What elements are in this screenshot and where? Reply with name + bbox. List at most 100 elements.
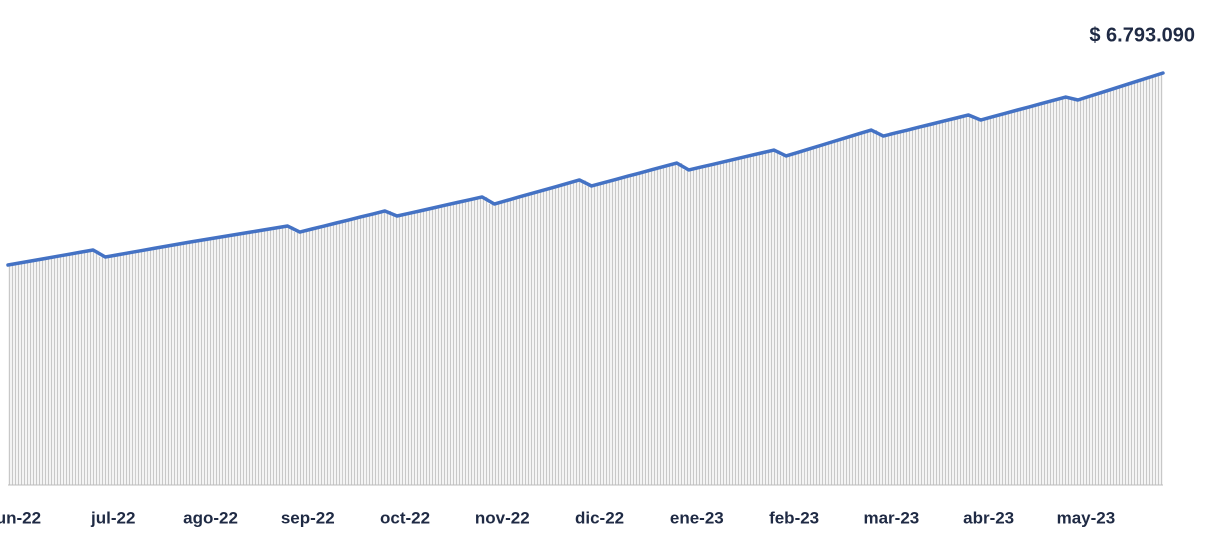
series-line: [6, 71, 1165, 267]
area-column: [111, 254, 124, 485]
area-column: [232, 234, 246, 485]
area-column: [451, 202, 464, 485]
area-column: [621, 176, 635, 485]
area-column: [257, 230, 270, 485]
area-column: [646, 169, 659, 485]
area-column: [1108, 88, 1121, 485]
area-column: [427, 207, 440, 486]
x-tick-label: may-23: [1057, 508, 1116, 527]
area-column: [50, 256, 63, 485]
area-column: [269, 228, 282, 485]
area-column: [1059, 97, 1072, 486]
area-column: [415, 210, 428, 486]
area-column: [318, 226, 331, 485]
area-column: [147, 248, 160, 485]
area-column: [755, 152, 768, 485]
area-column: [1156, 73, 1163, 485]
area-column: [694, 167, 708, 485]
area-column: [14, 262, 27, 485]
area-column: [731, 158, 744, 486]
x-tick-label: dic-22: [575, 508, 624, 527]
area-column: [390, 216, 404, 486]
area-column: [38, 258, 51, 485]
area-column: [342, 220, 355, 485]
area-column: [26, 260, 39, 485]
area-column: [816, 144, 829, 485]
area-column: [804, 148, 817, 485]
area-column: [1120, 84, 1133, 485]
area-column: [950, 118, 963, 485]
area-column: [901, 130, 914, 485]
area-column: [840, 137, 853, 485]
area-column: [1083, 96, 1097, 485]
area-column: [536, 190, 550, 485]
area-column: [500, 200, 513, 485]
area-column: [159, 246, 173, 485]
area-column: [634, 172, 647, 485]
area-column: [1011, 110, 1024, 486]
area-column: [305, 228, 319, 485]
x-tick-label: mar-23: [863, 508, 919, 527]
area-column: [8, 265, 15, 485]
area-column: [549, 186, 562, 485]
area-column: [74, 252, 88, 485]
area-column: [245, 232, 258, 485]
area-column: [439, 205, 452, 485]
area-column: [719, 161, 732, 485]
area-column: [767, 150, 781, 485]
area-column: [512, 197, 525, 485]
area-column: [354, 216, 367, 486]
area-column: [281, 226, 294, 485]
area-column: [1035, 103, 1048, 485]
area-column: [780, 155, 793, 485]
area-column: [524, 193, 537, 486]
x-tick-label: ene-23: [670, 508, 724, 527]
area-column: [196, 239, 209, 485]
area-column: [476, 196, 489, 485]
area-column: [87, 249, 100, 485]
area-column: [1047, 100, 1060, 485]
area-column: [378, 210, 391, 486]
area-column: [573, 179, 586, 485]
area-column: [561, 183, 574, 485]
area-column: [743, 155, 756, 485]
area-column: [792, 152, 805, 485]
area-column: [828, 141, 841, 485]
area-column: [670, 163, 683, 485]
x-tick-label: nov-22: [475, 508, 530, 527]
area-column: [962, 114, 975, 486]
area-column: [658, 166, 671, 485]
value-annotation: $ 6.793.090: [1089, 24, 1195, 46]
area-column: [974, 120, 987, 486]
area-column: [585, 185, 598, 485]
area-column: [220, 235, 233, 485]
area-column: [682, 169, 695, 485]
area-column: [1071, 99, 1084, 485]
area-column: [938, 120, 951, 486]
area-column: [597, 182, 610, 485]
x-tick-label: jun-22: [0, 508, 41, 527]
area-column: [986, 116, 999, 485]
area-column: [293, 232, 306, 485]
area-column: [123, 252, 136, 485]
area-column: [330, 222, 343, 485]
area-column: [609, 179, 622, 486]
area-column: [998, 113, 1012, 486]
area-column: [99, 257, 112, 485]
area-column: [62, 254, 75, 485]
area-column: [403, 213, 416, 485]
area-column: [184, 241, 197, 485]
area-column: [852, 133, 866, 485]
area-column: [889, 132, 902, 486]
area-column: [488, 204, 501, 486]
x-tick-label: feb-23: [769, 508, 819, 527]
x-tick-label: jul-22: [90, 508, 135, 527]
area-column: [1023, 106, 1036, 485]
area-column: [463, 199, 477, 485]
x-tick-label: ago-22: [183, 508, 238, 527]
area-column: [135, 250, 148, 485]
area-column: [913, 126, 926, 486]
x-tick-label: oct-22: [380, 508, 430, 527]
area-column: [208, 237, 221, 485]
